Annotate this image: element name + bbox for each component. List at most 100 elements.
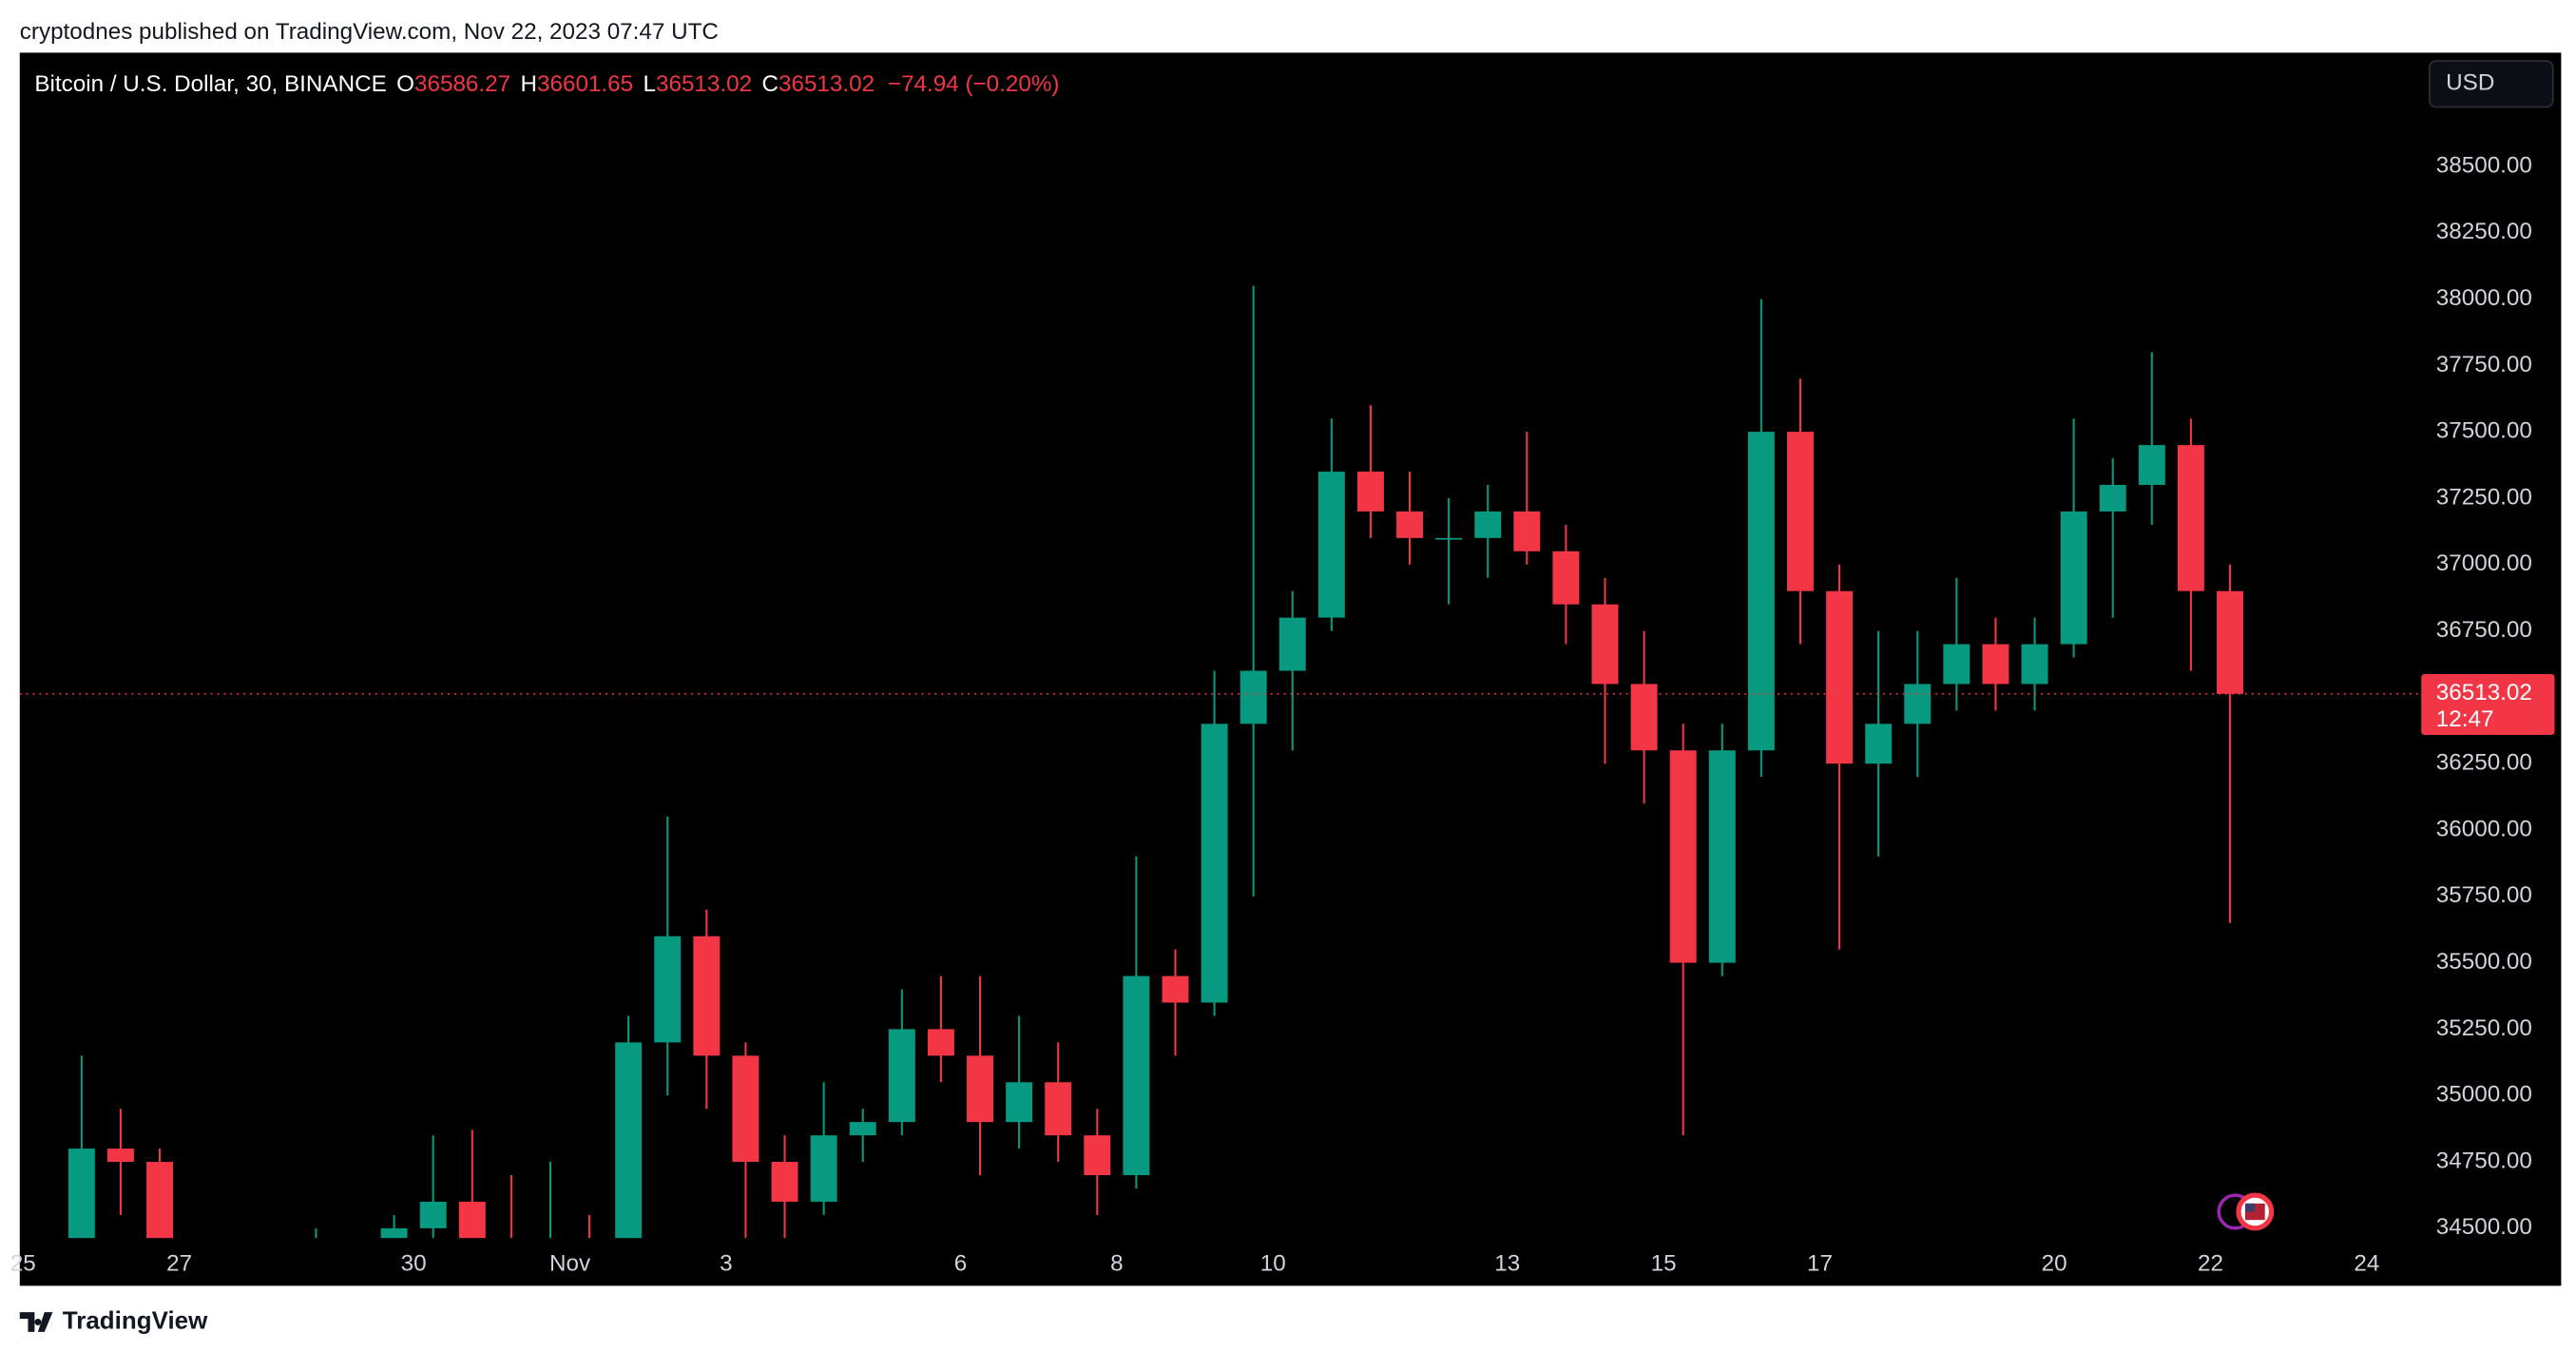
y-tick-label: 35750.00	[2436, 882, 2532, 908]
candle-body	[1591, 604, 1619, 685]
x-tick-label: 10	[1260, 1250, 1286, 1276]
y-tick-label: 35000.00	[2436, 1082, 2532, 1108]
candle-body	[1552, 550, 1580, 605]
y-tick-label: 35250.00	[2436, 1015, 2532, 1041]
last-price-label: 36513.02	[2436, 680, 2532, 705]
x-tick-label: 17	[1807, 1250, 1833, 1276]
candle-body	[693, 936, 721, 1056]
symbol: Bitcoin / U.S. Dollar, 30, BINANCE	[34, 71, 386, 97]
y-tick-label: 36250.00	[2436, 750, 2532, 776]
candle-body	[106, 1149, 134, 1163]
ohlc-label: C	[761, 71, 779, 97]
candle-body	[1787, 432, 1814, 591]
currency-label[interactable]: USD	[2446, 70, 2494, 96]
x-tick-label: 20	[2042, 1250, 2067, 1276]
candle-body	[1201, 724, 1228, 1003]
x-tick-label: 30	[401, 1250, 427, 1276]
y-tick-label: 37250.00	[2436, 484, 2532, 510]
candle-body	[1943, 644, 1970, 685]
y-tick-label: 37500.00	[2436, 418, 2532, 444]
candle-body	[1356, 472, 1384, 512]
candle-body	[1278, 617, 1306, 671]
candle-body	[1708, 750, 1736, 963]
candle-body	[1747, 432, 1775, 751]
candle-body	[419, 1201, 447, 1228]
x-tick-label: 8	[1110, 1250, 1123, 1276]
ohlc-value: 36586.27	[414, 71, 510, 97]
candle-body	[1317, 472, 1345, 618]
currency-button[interactable]	[2429, 60, 2554, 108]
ohlc-label: O	[396, 71, 414, 97]
y-tick-label: 38250.00	[2436, 219, 2532, 244]
x-tick-label: Nov	[549, 1250, 591, 1276]
ohlc-value: 36513.02	[779, 71, 875, 97]
y-tick-label: 35500.00	[2436, 949, 2532, 975]
candle-body	[1904, 684, 1932, 724]
candle-body	[1669, 750, 1697, 963]
candle-body	[771, 1162, 798, 1202]
candle-body	[654, 936, 682, 1043]
ohlc-value: 36601.65	[537, 71, 633, 97]
candle-body	[810, 1135, 837, 1202]
y-tick-label: 36750.00	[2436, 617, 2532, 643]
y-tick-label: 37750.00	[2436, 352, 2532, 377]
y-tick-label: 34750.00	[2436, 1148, 2532, 1173]
candle-body	[927, 1029, 954, 1056]
x-tick-label: 13	[1494, 1250, 1520, 1276]
candle-body	[1084, 1135, 1111, 1175]
candle-body	[67, 1149, 95, 1239]
candle-body	[380, 1227, 408, 1239]
last-price-tag	[2421, 673, 2555, 736]
x-tick-label: 22	[2198, 1250, 2223, 1276]
candle-body	[1826, 590, 1854, 764]
x-tick-label: 25	[10, 1250, 36, 1276]
candle-body	[1865, 724, 1893, 764]
candle-body	[1982, 644, 2009, 685]
footer-brand: TradingView	[63, 1305, 208, 1334]
y-tick-label: 36000.00	[2436, 816, 2532, 841]
candle-body	[1123, 975, 1150, 1175]
candle-body	[2099, 484, 2126, 512]
x-tick-label: 3	[720, 1250, 732, 1276]
plot-area	[67, 285, 2243, 1239]
footer-logo	[19, 1312, 53, 1332]
candle-body	[2138, 445, 2165, 485]
candle-body	[732, 1055, 759, 1163]
candle-body	[458, 1201, 486, 1239]
candle-body	[1435, 537, 1463, 540]
change: −74.94 (−0.20%)	[888, 71, 1060, 97]
y-tick-label: 34500.00	[2436, 1214, 2532, 1240]
x-tick-label: 6	[954, 1250, 967, 1276]
publisher-line: cryptodnes published on TradingView.com,…	[20, 19, 719, 45]
candle-body	[1162, 975, 1189, 1003]
x-tick-label: 24	[2354, 1250, 2379, 1276]
candle-body	[2217, 590, 2243, 694]
candle-body	[849, 1122, 876, 1136]
candle-body	[2060, 511, 2087, 645]
x-tick-label: 27	[166, 1250, 192, 1276]
candle-body	[888, 1029, 915, 1123]
x-tick-label: 15	[1651, 1250, 1677, 1276]
candle-body	[1474, 511, 1502, 538]
candle-body	[2021, 644, 2048, 685]
candle-body	[2177, 445, 2204, 591]
candle-body	[1006, 1082, 1033, 1123]
candle-body	[1240, 670, 1267, 724]
countdown-label: 12:47	[2436, 706, 2494, 732]
event-icons[interactable]	[2217, 1192, 2275, 1231]
candle-body	[1630, 684, 1658, 751]
ohlc-label: H	[521, 71, 538, 97]
ohlc-value: 36513.02	[656, 71, 752, 97]
candle-body	[146, 1162, 174, 1239]
candle-body	[1396, 511, 1424, 538]
candle-body	[1513, 511, 1541, 551]
y-tick-label: 38000.00	[2436, 285, 2532, 311]
y-tick-label: 38500.00	[2436, 152, 2532, 178]
candle-body	[1045, 1082, 1072, 1136]
legend-line: Bitcoin / U.S. Dollar, 30, BINANCE O36586…	[34, 71, 1059, 97]
ohlc-label: L	[643, 71, 655, 97]
candle-body	[615, 1042, 643, 1239]
candle-body	[967, 1055, 993, 1123]
y-tick-label: 37000.00	[2436, 550, 2532, 576]
